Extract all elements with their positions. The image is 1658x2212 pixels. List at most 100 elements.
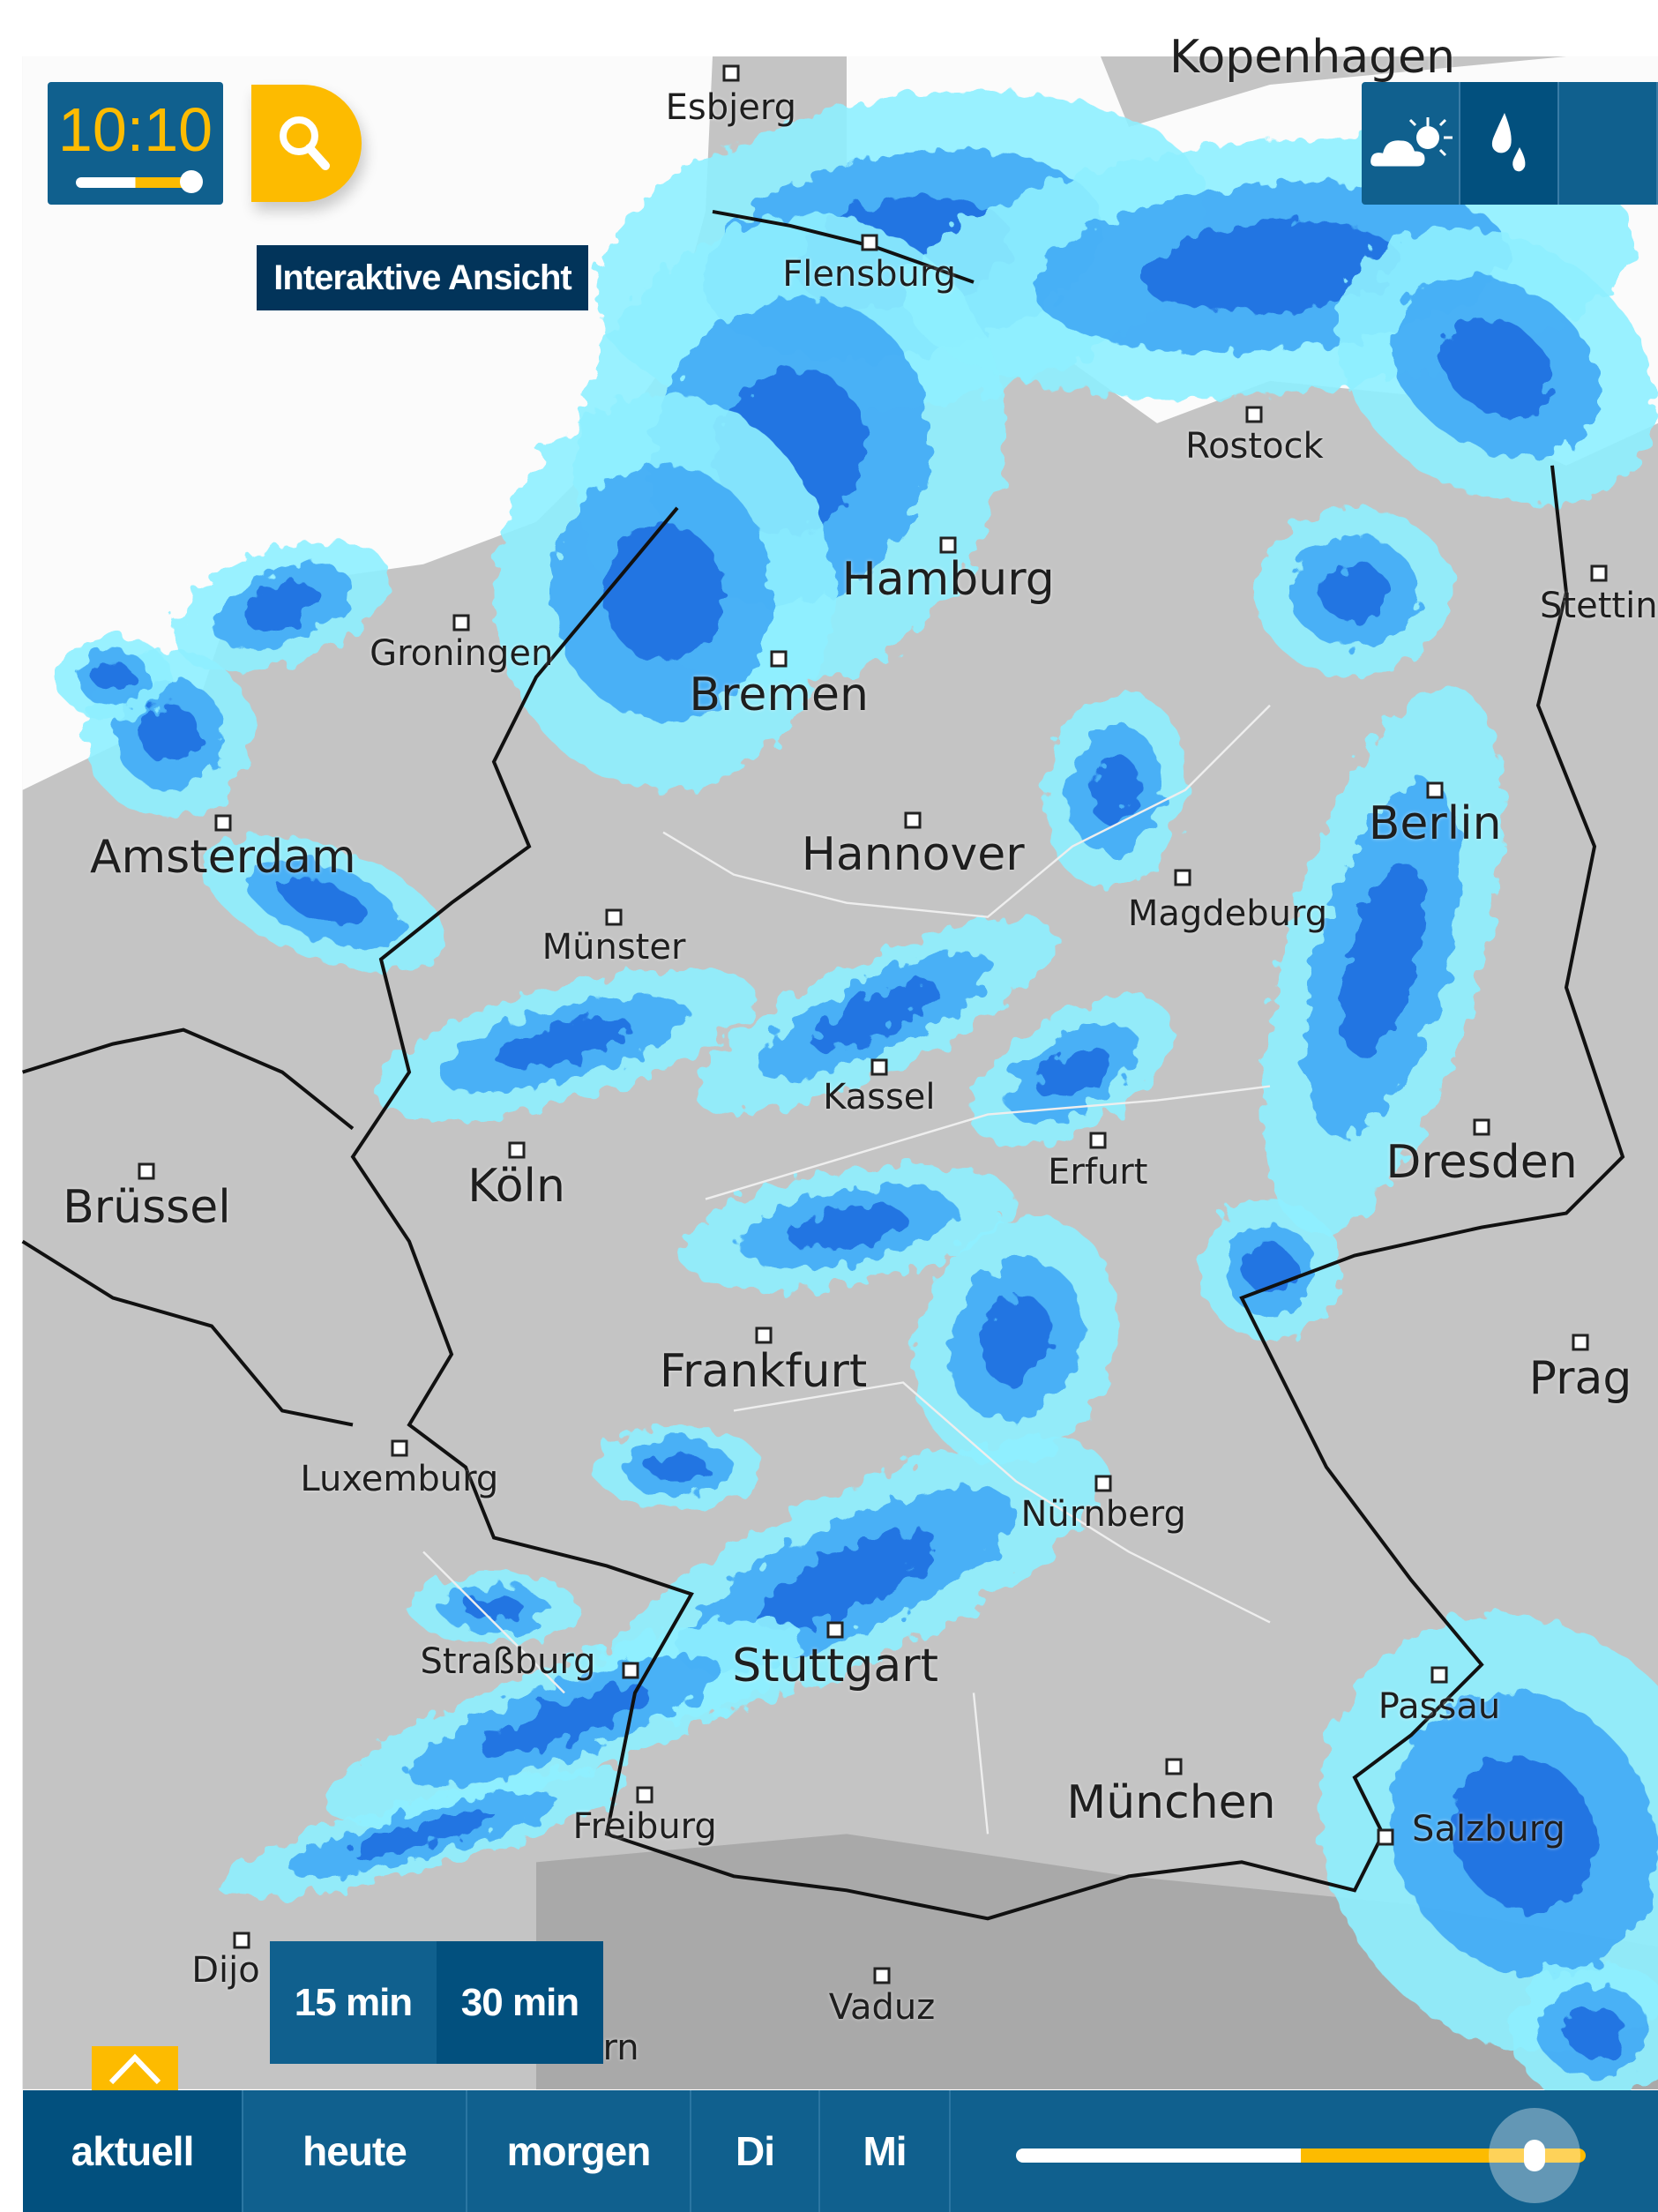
layer-switcher xyxy=(1362,82,1658,205)
rain-area xyxy=(647,1452,707,1483)
city-label: Münster xyxy=(541,927,686,968)
weather-layer-button[interactable] xyxy=(1362,82,1460,205)
timeline-knob[interactable] xyxy=(1524,2140,1545,2171)
city-marker xyxy=(1426,781,1444,799)
city-label: Flensburg xyxy=(782,254,956,295)
rain-area xyxy=(497,1017,631,1071)
rain-area xyxy=(93,661,133,692)
city-label: Hamburg xyxy=(841,553,1055,607)
rain-area xyxy=(480,1685,649,1757)
rain-area xyxy=(464,1595,524,1621)
city-label: Frankfurt xyxy=(659,1344,868,1398)
city-marker xyxy=(1572,1334,1589,1351)
rain-area xyxy=(1565,2006,1624,2057)
city-marker xyxy=(1094,1475,1112,1492)
city-marker xyxy=(1174,869,1191,886)
tab-heute[interactable]: heute xyxy=(243,2090,467,2212)
city-marker xyxy=(1245,406,1263,423)
city-label: Stettin xyxy=(1540,586,1658,626)
timeline-slider[interactable] xyxy=(951,2090,1658,2212)
interval-15-min-button[interactable]: 15 min xyxy=(270,1941,437,2064)
city-label: Vaduz xyxy=(828,1986,936,2028)
alps-shade xyxy=(536,1834,1658,2089)
city-label: Dijo xyxy=(191,1950,260,1992)
rain-area xyxy=(139,704,199,764)
city-label: Bremen xyxy=(689,669,869,722)
rain-area xyxy=(811,981,938,1050)
city-marker xyxy=(826,1621,844,1639)
city-label: Berlin xyxy=(1368,797,1502,850)
city-label: rn xyxy=(602,2028,639,2069)
interval-30-min-button[interactable]: 30 min xyxy=(437,1941,603,2064)
city-marker xyxy=(452,614,470,631)
city-marker xyxy=(1590,564,1608,582)
tab-aktuell[interactable]: aktuell xyxy=(23,2090,243,2212)
city-marker xyxy=(1165,1758,1183,1775)
city-label: Straßburg xyxy=(420,1640,596,1682)
rain-area xyxy=(603,523,723,662)
time-progress-knob xyxy=(180,170,203,193)
raindrops-icon xyxy=(1491,112,1526,171)
layer-button-partial[interactable] xyxy=(1559,82,1658,205)
tab-mi[interactable]: Mi xyxy=(820,2090,951,2212)
rain-area xyxy=(788,1205,906,1250)
rain-area xyxy=(1319,563,1390,623)
city-marker xyxy=(636,1786,653,1804)
city-label: Rostock xyxy=(1185,426,1324,467)
city-label: Kopenhagen xyxy=(1169,31,1456,85)
rain-area xyxy=(1341,863,1425,1056)
city-marker xyxy=(233,1932,250,1949)
city-marker xyxy=(939,536,957,554)
time-display[interactable]: 10:10 xyxy=(48,82,223,205)
interval-selector: 15 min 30 min xyxy=(270,1941,603,2064)
rain-area xyxy=(1452,1757,1596,1911)
city-label: München xyxy=(1066,1776,1276,1830)
bottom-navigation: aktuell heute morgen Di Mi xyxy=(23,2090,1658,2212)
rain-area xyxy=(1089,755,1140,825)
tab-morgen[interactable]: morgen xyxy=(467,2090,691,2212)
search-icon xyxy=(280,116,330,170)
city-marker xyxy=(622,1662,639,1679)
city-marker xyxy=(873,1967,891,1984)
tooltip: Interaktive Ansicht xyxy=(257,245,588,310)
tab-di[interactable]: Di xyxy=(691,2090,820,2212)
city-marker xyxy=(1473,1118,1490,1136)
rain-area xyxy=(756,1530,937,1630)
rain-area xyxy=(980,1297,1052,1384)
city-marker xyxy=(861,234,878,251)
city-label: Kassel xyxy=(823,1076,936,1117)
city-label: Luxemburg xyxy=(300,1459,499,1500)
city-marker xyxy=(1430,1666,1448,1684)
rain-area xyxy=(1036,1045,1109,1099)
city-marker xyxy=(870,1058,888,1076)
rain-area xyxy=(1439,318,1552,415)
rain-area xyxy=(1141,222,1399,314)
city-marker xyxy=(755,1326,773,1344)
search-button[interactable] xyxy=(251,85,362,202)
chevron-up-icon xyxy=(108,2053,161,2085)
city-label: Groningen xyxy=(370,633,554,675)
rain-area xyxy=(351,1811,496,1857)
city-label: Köln xyxy=(467,1160,565,1214)
city-label: Esbjerg xyxy=(665,87,796,129)
city-marker xyxy=(605,908,623,926)
city-marker xyxy=(904,811,922,829)
city-marker xyxy=(138,1162,155,1180)
current-time: 10:10 xyxy=(57,95,213,164)
timeline-track[interactable] xyxy=(1016,2148,1586,2163)
city-label: Prag xyxy=(1528,1351,1632,1405)
city-marker xyxy=(770,650,788,668)
city-label: Amsterdam xyxy=(89,831,356,885)
city-label: Passau xyxy=(1378,1686,1501,1727)
city-marker xyxy=(1377,1828,1394,1846)
expand-button[interactable] xyxy=(92,2046,178,2090)
city-marker xyxy=(1089,1132,1107,1149)
state-border xyxy=(422,704,1271,1835)
precipitation-layer-button[interactable] xyxy=(1460,82,1559,205)
city-label: Freiburg xyxy=(572,1806,717,1847)
city-label: Erfurt xyxy=(1048,1151,1148,1192)
city-label: Magdeburg xyxy=(1127,893,1328,934)
city-marker xyxy=(508,1141,526,1159)
city-label: Hannover xyxy=(801,828,1025,882)
partly-cloudy-icon xyxy=(1368,116,1453,168)
